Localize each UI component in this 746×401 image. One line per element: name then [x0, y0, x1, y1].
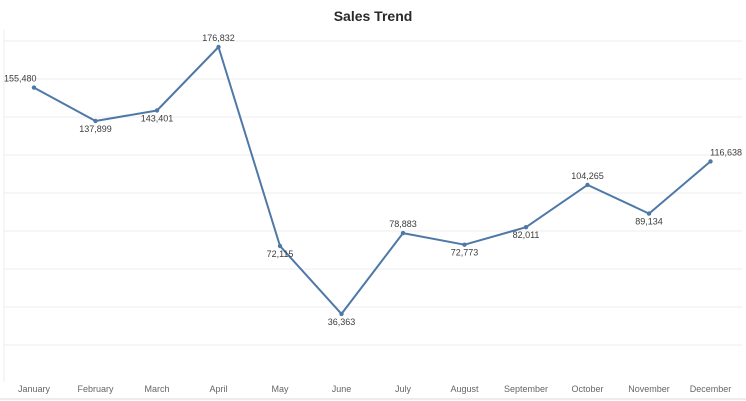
data-labels: 155,480 137,899 143,401 176,832 72,115 36,363…: [4, 33, 742, 327]
data-point: [708, 159, 713, 164]
x-tick-label: July: [395, 384, 412, 394]
data-label: 82,011: [513, 230, 540, 240]
series-line: [33, 46, 712, 315]
gridlines: [0, 30, 746, 400]
data-label: 155,480: [4, 74, 37, 84]
x-axis: January February March April May June July Augu…: [18, 384, 731, 394]
data-label: 104,265: [571, 171, 604, 181]
x-tick-label: December: [690, 384, 732, 394]
data-point: [523, 225, 529, 230]
data-point: [31, 85, 37, 90]
data-label: 176,832: [202, 33, 235, 43]
data-point: [585, 182, 590, 188]
data-point: [339, 311, 344, 317]
data-label: 72,115: [267, 249, 294, 259]
x-tick-label: March: [144, 384, 169, 394]
data-point: [646, 211, 652, 216]
x-tick-label: November: [628, 384, 670, 394]
data-point: [400, 230, 406, 236]
x-tick-label: February: [77, 384, 114, 394]
x-tick-label: August: [450, 384, 479, 394]
data-point: [462, 242, 467, 247]
x-tick-label: September: [504, 384, 548, 394]
x-tick-label: May: [271, 384, 289, 394]
data-label: 143,401: [141, 114, 174, 124]
x-tick-label: October: [571, 384, 603, 394]
chart-title: Sales Trend: [333, 8, 413, 24]
x-tick-label: January: [18, 384, 51, 394]
data-point: [154, 108, 160, 113]
x-tick-label: June: [332, 384, 352, 394]
series-line-layer: [33, 46, 712, 315]
data-point: [216, 44, 221, 50]
data-label: 36,363: [328, 317, 356, 327]
data-label: 116,638: [710, 147, 742, 157]
data-points: [31, 44, 713, 317]
data-label: 137,899: [79, 124, 112, 134]
x-tick-label: April: [209, 384, 227, 394]
data-label: 72,773: [451, 248, 479, 258]
data-label: 78,883: [389, 219, 417, 229]
data-label: 89,134: [635, 217, 663, 227]
data-point: [277, 243, 283, 249]
data-point: [93, 118, 98, 124]
